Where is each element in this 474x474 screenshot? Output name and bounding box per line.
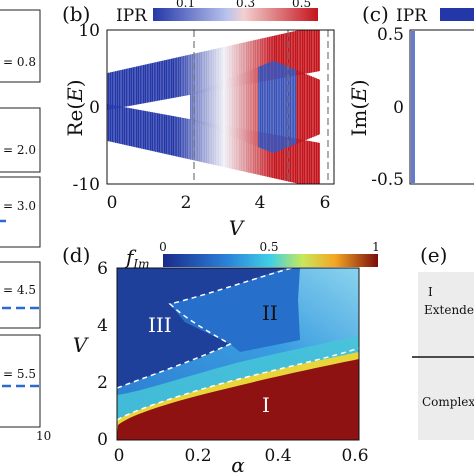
panel-d-ytick-2: 2 bbox=[97, 373, 108, 393]
panel-b-colorbar-tick-3: 0.5 bbox=[292, 0, 311, 10]
panel-d-boundary-lower bbox=[117, 347, 359, 421]
panel-d-xtick-0.4: 0.4 bbox=[264, 446, 291, 466]
panel-c-label: (c) bbox=[362, 2, 389, 26]
panel-d-heatmap bbox=[117, 268, 359, 440]
panel-b-colorbar-tick-2: 0.3 bbox=[236, 0, 255, 10]
panel-d-colorbar bbox=[163, 254, 378, 267]
panel-a: = 0.8 = 2.0 = 3.0 = 4.5 = 5.5 10 bbox=[0, 9, 51, 443]
panel-e: (e) I Extende Complex bbox=[412, 243, 474, 440]
panel-d-label: (d) bbox=[62, 243, 90, 267]
panel-c-ytick--0.5: -0.5 bbox=[371, 170, 404, 190]
panel-b-xlabel: V bbox=[229, 216, 246, 240]
panel-d-ytick-0: 0 bbox=[97, 430, 108, 450]
panel-b-ytick-0: 0 bbox=[89, 98, 100, 118]
panel-d-xtick-0: 0 bbox=[114, 446, 125, 466]
panel-b-ylabel-var: E bbox=[63, 87, 87, 103]
panel-b-xtick-6: 6 bbox=[320, 193, 331, 213]
panel-c-ytick-0.5: 0.5 bbox=[377, 25, 404, 45]
panel-e-row-extended: Extende bbox=[424, 303, 474, 317]
panel-b-frame bbox=[106, 29, 335, 185]
panel-e-cell-bottom bbox=[418, 358, 474, 440]
panel-d-xtick-0.6: 0.6 bbox=[341, 446, 368, 466]
panel-e-cell-top bbox=[418, 272, 474, 356]
panel-d-frame bbox=[116, 267, 360, 441]
panel-d-region-III bbox=[117, 268, 287, 388]
panel-a-label-1: = 0.8 bbox=[3, 55, 36, 69]
panel-c-ylabel-var: E bbox=[347, 87, 371, 103]
panel-d-colorbar-tick-1: 1 bbox=[372, 240, 380, 254]
panel-a-border-5 bbox=[0, 334, 41, 428]
panel-d: (d) fIm 0 0.5 1 III II I 6 4 2 0 0 0.2 0… bbox=[62, 240, 380, 474]
panel-d-colorbar-title: fIm bbox=[124, 245, 150, 271]
panel-b-xtick-4: 4 bbox=[255, 193, 266, 213]
panel-c-ylabel: Im(E) bbox=[347, 79, 371, 136]
panel-c-colorbar bbox=[440, 8, 474, 21]
panel-e-row-complex: Complex bbox=[422, 395, 474, 409]
panel-d-ytick-6: 6 bbox=[97, 259, 108, 279]
panel-d-region-label-II: II bbox=[262, 301, 278, 325]
panel-e-label: (e) bbox=[420, 243, 447, 267]
panel-d-ytick-4: 4 bbox=[97, 316, 108, 336]
panel-d-colorbar-tick-0.5: 0.5 bbox=[259, 240, 278, 254]
panel-d-colorbar-tick-0: 0 bbox=[159, 240, 167, 254]
panel-b-colorbar-title: IPR bbox=[116, 6, 148, 26]
panel-a-label-2: = 2.0 bbox=[3, 143, 36, 157]
panel-b-label: (b) bbox=[62, 2, 90, 26]
panel-b-ylabel-pre: Re( bbox=[63, 102, 87, 137]
panel-d-xlabel: α bbox=[231, 453, 245, 474]
panel-b-ylabel-post: ) bbox=[63, 79, 87, 87]
panel-c-data-strip bbox=[411, 31, 415, 183]
panel-b-ytick-10: 10 bbox=[78, 21, 100, 41]
panel-b: (b) IPR 0.1 0.3 0.5 10 0 -10 0 2 4 6 V R… bbox=[62, 0, 335, 240]
panel-b-ylabel: Re(E) bbox=[63, 79, 87, 136]
panel-b-xtick-0: 0 bbox=[107, 193, 118, 213]
panel-a-label-3: = 3.0 bbox=[3, 199, 36, 213]
panel-b-xtick-2: 2 bbox=[181, 193, 192, 213]
panel-d-region-I bbox=[117, 359, 359, 440]
panel-d-region-II bbox=[170, 268, 300, 352]
panel-a-label-4: = 4.5 bbox=[3, 283, 36, 297]
panel-c: (c) IPR 0.5 0 -0.5 Im(E) bbox=[347, 2, 474, 190]
panel-d-region-label-I: I bbox=[262, 393, 270, 417]
panel-c-colorbar-title: IPR bbox=[396, 6, 428, 26]
panel-b-spectrum bbox=[107, 30, 320, 184]
panel-a-border-4 bbox=[0, 261, 41, 329]
panel-b-colorbar bbox=[153, 8, 318, 21]
panel-d-xtick-0.2: 0.2 bbox=[184, 446, 211, 466]
panel-a-border-2 bbox=[0, 107, 41, 173]
panel-c-ylabel-post: ) bbox=[347, 79, 371, 87]
panel-c-ylabel-pre: Im( bbox=[347, 102, 371, 137]
panel-a-border-3 bbox=[0, 176, 41, 248]
panel-a-label-5: = 5.5 bbox=[3, 367, 36, 381]
panel-c-frame bbox=[409, 29, 474, 185]
panel-b-ytick--10: -10 bbox=[73, 175, 100, 195]
panel-a-xtick: 10 bbox=[36, 429, 51, 443]
panel-d-ylabel: V bbox=[73, 333, 90, 357]
panel-e-row-I: I bbox=[428, 285, 433, 299]
panel-c-ytick-0: 0 bbox=[393, 98, 404, 118]
panel-b-colorbar-tick-1: 0.1 bbox=[176, 0, 195, 10]
panel-d-region-label-III: III bbox=[148, 313, 172, 337]
panel-a-border-1 bbox=[0, 9, 41, 83]
